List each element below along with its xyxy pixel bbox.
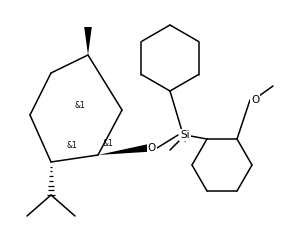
Polygon shape bbox=[84, 27, 92, 55]
Text: Si: Si bbox=[180, 130, 190, 140]
Text: &1: &1 bbox=[74, 101, 85, 109]
Text: &1: &1 bbox=[103, 138, 113, 148]
Polygon shape bbox=[98, 144, 148, 155]
Text: O: O bbox=[251, 95, 259, 105]
Text: &1: &1 bbox=[67, 140, 77, 150]
Text: O: O bbox=[148, 143, 156, 153]
